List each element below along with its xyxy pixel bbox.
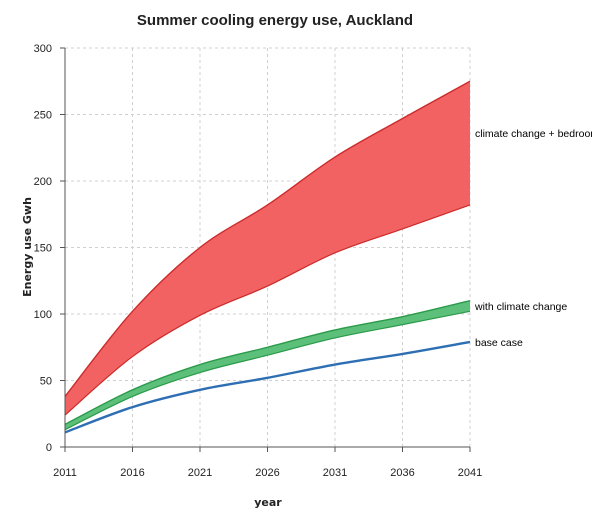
y-axis-label: Energy use Gwh [21, 197, 34, 297]
x-axis-label: year [254, 496, 282, 509]
band-lower-edge [64, 310, 471, 431]
x-tick-label: 2011 [53, 467, 77, 479]
x-tick-label: 2021 [188, 467, 212, 479]
series-label-bedrooms: climate change + bedrooms [475, 128, 592, 140]
x-tick-label: 2041 [458, 467, 482, 479]
axes [60, 47, 471, 452]
band-area [65, 81, 470, 416]
y-tick-label: 250 [34, 110, 52, 122]
band-upper-edge [64, 300, 471, 426]
x-tick-label: 2031 [323, 467, 347, 479]
band-lower-edge [64, 204, 471, 416]
series-label-base-case: base case [475, 337, 523, 349]
x-tick-label: 2026 [255, 467, 279, 479]
chart-title: Summer cooling energy use, Auckland [137, 12, 413, 29]
band-upper-edge [64, 80, 471, 397]
x-tick-label: 2016 [120, 467, 144, 479]
y-tick-label: 150 [34, 243, 52, 255]
tick-labels: 0 50 100 150 200 250 300 2011 2016 2021 2026 2031 20… [34, 43, 483, 479]
y-tick-label: 100 [34, 309, 52, 321]
series-lines [64, 80, 471, 434]
band-area [65, 300, 470, 430]
x-tick-label: 2036 [390, 467, 414, 479]
series-labels: climate change + bedrooms with climate ch… [474, 128, 592, 349]
series-label-climate-change: with climate change [474, 301, 567, 313]
series-areas [65, 81, 470, 430]
y-tick-label: 200 [34, 176, 52, 188]
y-tick-label: 300 [34, 43, 52, 55]
y-tick-label: 50 [40, 376, 52, 388]
y-tick-label: 0 [46, 442, 52, 454]
series-line [64, 340, 471, 434]
